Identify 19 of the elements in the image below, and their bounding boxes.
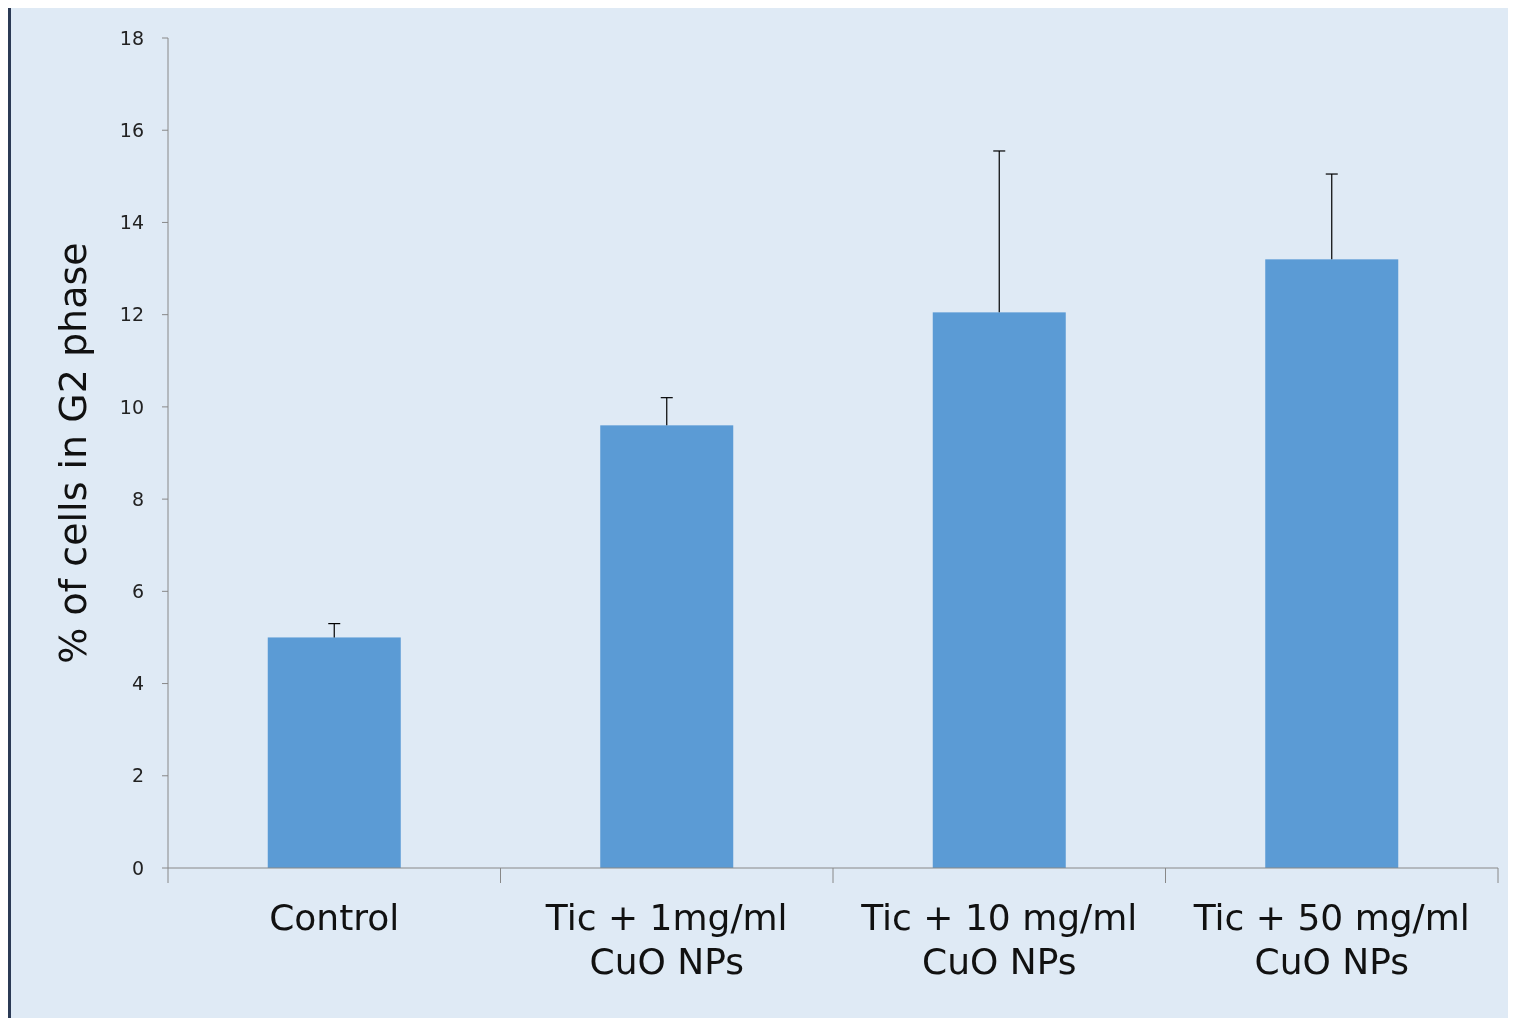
y-tick-label: 4	[131, 672, 144, 695]
y-tick-label: 10	[119, 395, 144, 418]
y-tick-label: 2	[131, 764, 144, 787]
bar	[932, 312, 1066, 868]
y-tick-label: 8	[131, 487, 144, 510]
y-tick-label: 0	[131, 856, 144, 879]
x-tick-label: Tic + 50 mg/ml CuO NPs	[1192, 897, 1470, 982]
y-axis-title: % of cells in G2 phase	[51, 242, 95, 664]
y-tick-label: 12	[119, 303, 144, 326]
x-tick-label: Tic + 10 mg/ml CuO NPs	[860, 897, 1138, 982]
y-tick-label: 18	[119, 26, 144, 49]
y-tick-label: 14	[119, 211, 144, 234]
y-tick-label: 6	[131, 579, 144, 602]
bar	[267, 637, 401, 868]
y-tick-label: 16	[119, 118, 144, 141]
x-tick-label: Control	[269, 897, 400, 938]
bar	[600, 425, 734, 868]
bar	[1265, 259, 1399, 868]
x-tick-label: Tic + 1mg/ml CuO NPs	[544, 897, 788, 982]
